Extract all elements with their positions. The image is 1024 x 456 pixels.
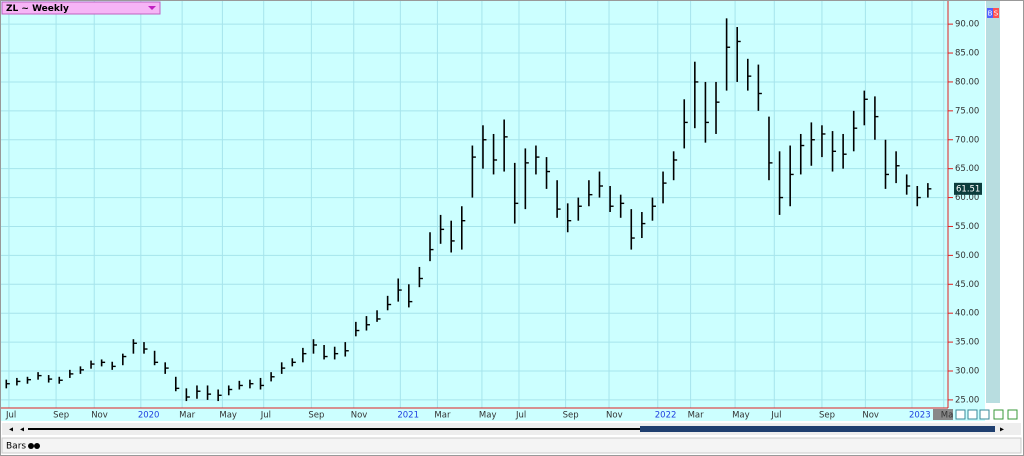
x-tick-label: Sep xyxy=(308,411,324,421)
x-tick-label: Sep xyxy=(819,411,835,421)
x-tick-label: Jul xyxy=(515,411,526,421)
tool-button[interactable] xyxy=(967,409,978,420)
symbol-selector[interactable] xyxy=(1,1,161,15)
x-tick-label: Nov xyxy=(91,411,108,421)
x-tick-label: 2023 xyxy=(909,411,931,421)
tool-button[interactable] xyxy=(1007,409,1018,420)
x-tick-label: 2021 xyxy=(397,411,419,421)
y-tick-label: 55.00 xyxy=(955,222,979,232)
x-tick-label: Jul xyxy=(770,411,781,421)
toolbar xyxy=(955,409,1018,420)
scroll-thumb[interactable] xyxy=(640,426,995,432)
y-tick-label: 65.00 xyxy=(955,164,979,174)
x-tick-label: Mar xyxy=(434,411,451,421)
y-tick-label: 60.00 xyxy=(955,193,979,203)
x-tick-label: May xyxy=(219,411,237,421)
study-toggle[interactable] xyxy=(28,443,34,449)
plot-area xyxy=(1,1,948,408)
study-label: Bars xyxy=(6,442,26,452)
scroll-right[interactable]: ▸ xyxy=(1000,425,1004,434)
x-tick-label: Jul xyxy=(5,411,16,421)
x-tick-label: Jul xyxy=(260,411,271,421)
last-price-label: 61.51 xyxy=(956,184,980,194)
x-tick-label: 2022 xyxy=(655,411,677,421)
x-tick-label: Mar xyxy=(179,411,196,421)
study-toggle[interactable] xyxy=(34,443,40,449)
x-tick-label: Nov xyxy=(606,411,623,421)
y-tick-label: 35.00 xyxy=(955,338,979,348)
side-strip xyxy=(986,1,1000,403)
study-bar xyxy=(1,437,1022,454)
y-tick-label: 85.00 xyxy=(955,49,979,59)
tool-button[interactable] xyxy=(955,409,966,420)
y-tick-label: 45.00 xyxy=(955,280,979,290)
x-tick-label: May xyxy=(732,411,750,421)
sell-label: S xyxy=(994,10,999,18)
tool-button[interactable] xyxy=(979,409,990,420)
y-tick-label: 80.00 xyxy=(955,77,979,87)
x-axis-panel xyxy=(1,408,948,421)
last-price-box xyxy=(954,182,982,195)
y-tick-label: 30.00 xyxy=(955,367,979,377)
y-axis-panel xyxy=(948,1,985,421)
scroll-step[interactable]: ◂ xyxy=(20,425,24,434)
x-tick-label: Mar xyxy=(688,411,705,421)
dropdown-arrow[interactable] xyxy=(148,6,156,10)
x-tick-label: May xyxy=(479,411,497,421)
y-tick-label: 40.00 xyxy=(955,309,979,319)
buy-button[interactable] xyxy=(987,8,993,18)
x-tick-label: 2020 xyxy=(138,411,160,421)
symbol-title: ZL ~ Weekly xyxy=(6,4,69,14)
x-tick-label: Ma xyxy=(941,411,954,421)
y-tick-label: 90.00 xyxy=(955,20,979,30)
y-tick-label: 50.00 xyxy=(955,251,979,261)
buy-label: B xyxy=(988,10,993,18)
tool-button[interactable] xyxy=(993,409,1004,420)
x-tick-label: Sep xyxy=(53,411,69,421)
time-marker xyxy=(933,409,953,420)
y-tick-label: 75.00 xyxy=(955,106,979,116)
x-tick-label: Sep xyxy=(563,411,579,421)
y-tick-label: 25.00 xyxy=(955,395,979,405)
sell-button[interactable] xyxy=(993,8,999,18)
scroll-left[interactable]: ◂ xyxy=(9,425,13,434)
y-tick-label: 70.00 xyxy=(955,135,979,145)
x-tick-label: Nov xyxy=(351,411,368,421)
x-tick-label: Nov xyxy=(862,411,879,421)
